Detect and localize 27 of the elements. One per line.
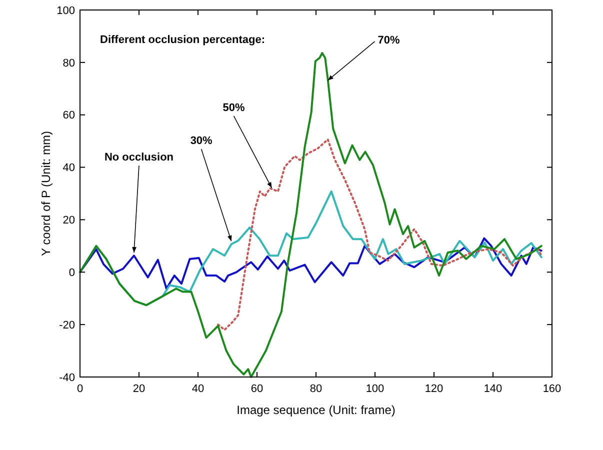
y-tick-label: 80 [62,57,75,70]
x-tick-label: 160 [542,383,562,395]
annotation: 30% [190,135,213,148]
x-tick-label: 0 [76,383,84,395]
y-tick-label: 40 [62,162,75,174]
annotation: 50% [222,102,245,114]
line-series [217,138,542,331]
y-tick-label: 100 [56,4,75,17]
y-tick-label: 60 [62,110,75,122]
annotation: 70% [378,34,400,46]
y-tick-label: 20 [62,214,75,227]
x-tick-label: 100 [366,383,384,395]
x-tick-label: 40 [192,383,204,395]
line-series [79,237,542,290]
annotation: Different occlusion percentage: [100,34,266,46]
x-tick-label: 80 [310,383,322,395]
annotation: No occlusion [104,152,174,164]
x-tick-label: 140 [484,383,502,395]
y-tick-label: -40 [59,372,75,384]
y-axis-title: Y coord of P (Unit: mm) [39,131,53,256]
x-tick-label: 20 [132,383,146,395]
line-series [79,52,542,378]
x-tick-label: 120 [424,383,444,395]
y-tick-label: 0 [68,266,75,279]
y-tick-label: -20 [59,319,75,332]
x-tick-label: 60 [250,383,264,395]
x-axis-title: Image sequence (Unit: frame) [236,403,396,417]
